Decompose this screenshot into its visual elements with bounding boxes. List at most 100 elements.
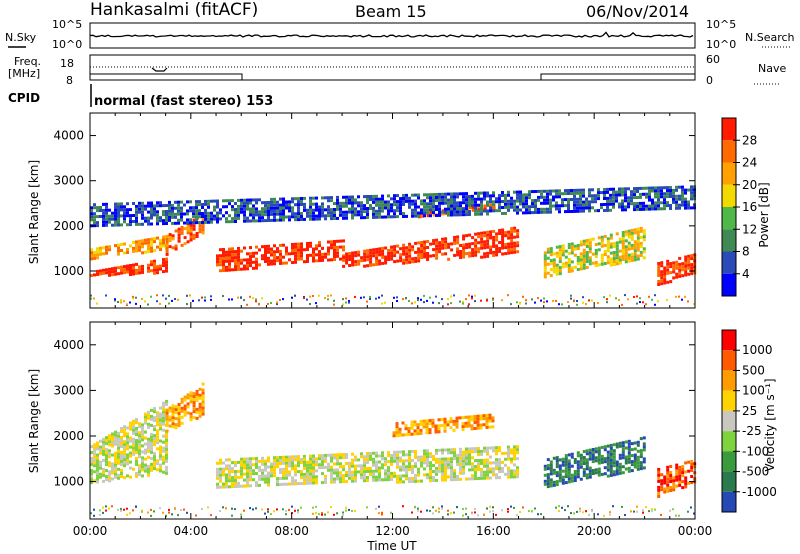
heatmap-cell xyxy=(393,248,397,252)
heatmap-cell xyxy=(108,437,111,441)
heatmap-cell xyxy=(354,470,357,474)
heatmap-cell xyxy=(636,196,639,199)
heatmap-cell xyxy=(660,482,664,486)
heatmap-cell xyxy=(117,508,119,511)
heatmap-cell xyxy=(231,485,234,489)
heatmap-cell xyxy=(123,443,126,447)
heatmap-cell xyxy=(543,254,547,258)
heatmap-cell xyxy=(369,254,373,258)
heatmap-cell xyxy=(552,483,556,487)
heatmap-cell xyxy=(558,476,562,480)
heatmap-cell xyxy=(129,214,132,218)
heatmap-cell xyxy=(153,262,156,266)
heatmap-cell xyxy=(105,294,107,297)
heatmap-cell xyxy=(132,214,135,217)
nave-label: Nave xyxy=(758,62,786,75)
heatmap-cell xyxy=(234,508,236,511)
power-colorbar-swatch xyxy=(722,273,736,297)
heatmap-cell xyxy=(267,216,270,219)
heatmap-cell xyxy=(462,213,465,217)
heatmap-cell xyxy=(402,480,405,484)
heatmap-cell xyxy=(663,487,667,491)
heatmap-cell xyxy=(483,446,486,450)
heatmap-cell xyxy=(678,268,682,272)
heatmap-cell xyxy=(630,196,633,200)
heatmap-cell xyxy=(444,240,448,244)
heatmap-cell xyxy=(351,260,355,264)
heatmap-cell xyxy=(495,232,499,236)
heatmap-cell xyxy=(485,422,489,426)
heatmap-cell xyxy=(456,475,459,478)
heatmap-cell xyxy=(267,508,269,511)
heatmap-cell xyxy=(171,407,175,411)
heatmap-cell xyxy=(603,445,607,449)
heatmap-cell xyxy=(627,199,630,203)
heatmap-cell xyxy=(618,441,622,445)
heatmap-cell xyxy=(588,262,592,266)
heatmap-cell xyxy=(150,450,153,454)
heatmap-cell xyxy=(636,455,640,459)
heatmap-cell xyxy=(183,242,187,246)
heatmap-cell xyxy=(105,220,108,224)
heatmap-cell xyxy=(273,462,276,466)
heatmap-cell xyxy=(483,458,486,462)
heatmap-cell xyxy=(597,446,601,450)
heatmap-cell xyxy=(174,411,178,415)
heatmap-cell xyxy=(693,512,695,515)
heatmap-cell xyxy=(582,209,585,213)
heatmap-cell xyxy=(516,451,519,455)
heatmap-cell xyxy=(585,239,589,242)
heatmap-cell xyxy=(407,427,411,430)
heatmap-cell xyxy=(177,230,181,234)
heatmap-cell xyxy=(438,510,440,513)
heatmap-cell xyxy=(441,240,445,244)
heatmap-cell xyxy=(666,271,670,275)
heatmap-cell xyxy=(99,509,101,512)
heatmap-cell xyxy=(408,254,412,258)
heatmap-cell xyxy=(306,472,309,476)
heatmap-cell xyxy=(476,426,480,430)
nsky-tick-top: 10^5 xyxy=(52,18,82,31)
heatmap-cell xyxy=(258,483,261,487)
heatmap-cell xyxy=(618,453,622,457)
heatmap-cell xyxy=(150,432,153,436)
heatmap-cell xyxy=(369,263,373,267)
heatmap-cell xyxy=(291,261,294,264)
heatmap-cell xyxy=(138,464,141,468)
heatmap-cell xyxy=(552,252,556,256)
heatmap-cell xyxy=(507,457,510,461)
heatmap-cell xyxy=(396,209,399,213)
heatmap-cell xyxy=(564,192,567,196)
heatmap-cell xyxy=(366,506,368,509)
heatmap-cell xyxy=(261,508,263,511)
heatmap-cell xyxy=(561,469,565,473)
heatmap-cell xyxy=(441,466,444,470)
heatmap-cell xyxy=(234,461,237,464)
heatmap-cell xyxy=(612,257,616,260)
heatmap-cell xyxy=(585,473,589,477)
heatmap-cell xyxy=(378,209,381,213)
x-axis: 00:00 04:00 08:00 12:00 16:00 20:00 00:00 xyxy=(73,524,713,538)
heatmap-cell xyxy=(255,260,258,264)
heatmap-cell xyxy=(639,449,643,453)
heatmap-cell xyxy=(165,216,168,219)
heatmap-cell xyxy=(147,222,150,226)
heatmap-cell xyxy=(144,448,147,452)
heatmap-cell xyxy=(165,402,168,406)
heatmap-cell xyxy=(684,264,688,268)
heatmap-cell xyxy=(126,223,129,227)
heatmap-cell xyxy=(558,254,562,258)
heatmap-cell xyxy=(642,247,646,251)
heatmap-cell xyxy=(471,462,474,466)
heatmap-cell xyxy=(144,421,147,425)
heatmap-cell xyxy=(381,294,383,297)
heatmap-cell xyxy=(165,252,169,256)
heatmap-cell xyxy=(186,228,190,232)
heatmap-cell xyxy=(96,477,99,481)
heatmap-cell xyxy=(471,447,474,451)
heatmap-cell xyxy=(339,245,342,249)
heatmap-cell xyxy=(474,300,476,303)
heatmap-cell xyxy=(471,208,475,212)
power-colorbar-tick-label: 20 xyxy=(742,178,757,192)
heatmap-cell xyxy=(276,456,279,460)
